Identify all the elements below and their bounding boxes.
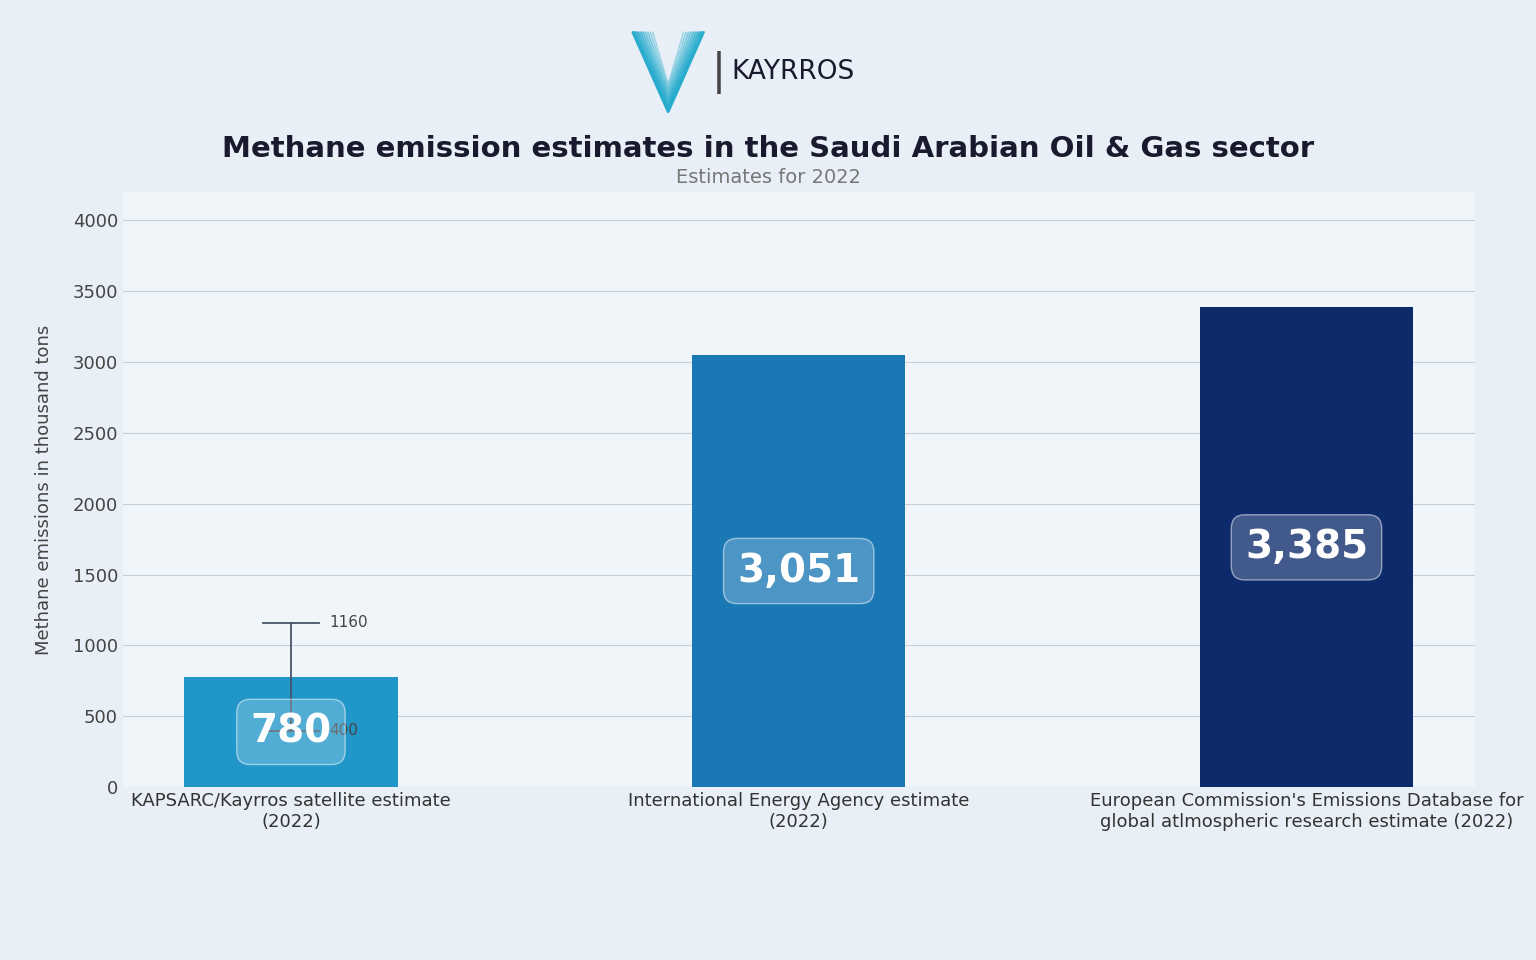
Text: 3,385: 3,385 xyxy=(1244,528,1369,566)
Text: |: | xyxy=(711,51,727,93)
Text: KAYRROS: KAYRROS xyxy=(731,59,854,85)
Text: 3,051: 3,051 xyxy=(737,552,860,590)
Text: Estimates for 2022: Estimates for 2022 xyxy=(676,168,860,187)
Text: 780: 780 xyxy=(250,713,332,751)
Bar xyxy=(693,355,905,787)
Text: 400: 400 xyxy=(329,723,358,738)
Y-axis label: Methane emissions in thousand tons: Methane emissions in thousand tons xyxy=(35,324,54,655)
Text: Methane emission estimates in the Saudi Arabian Oil & Gas sector: Methane emission estimates in the Saudi … xyxy=(221,134,1315,163)
Text: 1160: 1160 xyxy=(329,615,367,631)
Bar xyxy=(1200,307,1413,787)
Bar xyxy=(184,677,398,787)
